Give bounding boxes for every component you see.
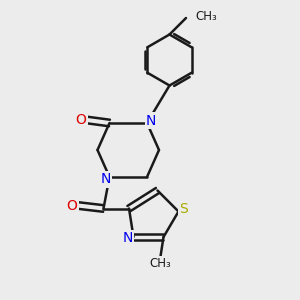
Text: S: S: [179, 202, 188, 216]
Text: N: N: [123, 232, 133, 245]
Text: N: N: [100, 172, 111, 186]
Text: CH₃: CH₃: [150, 256, 171, 270]
Text: CH₃: CH₃: [196, 10, 217, 23]
Text: N: N: [146, 114, 156, 128]
Text: O: O: [67, 199, 77, 212]
Text: O: O: [76, 113, 86, 127]
